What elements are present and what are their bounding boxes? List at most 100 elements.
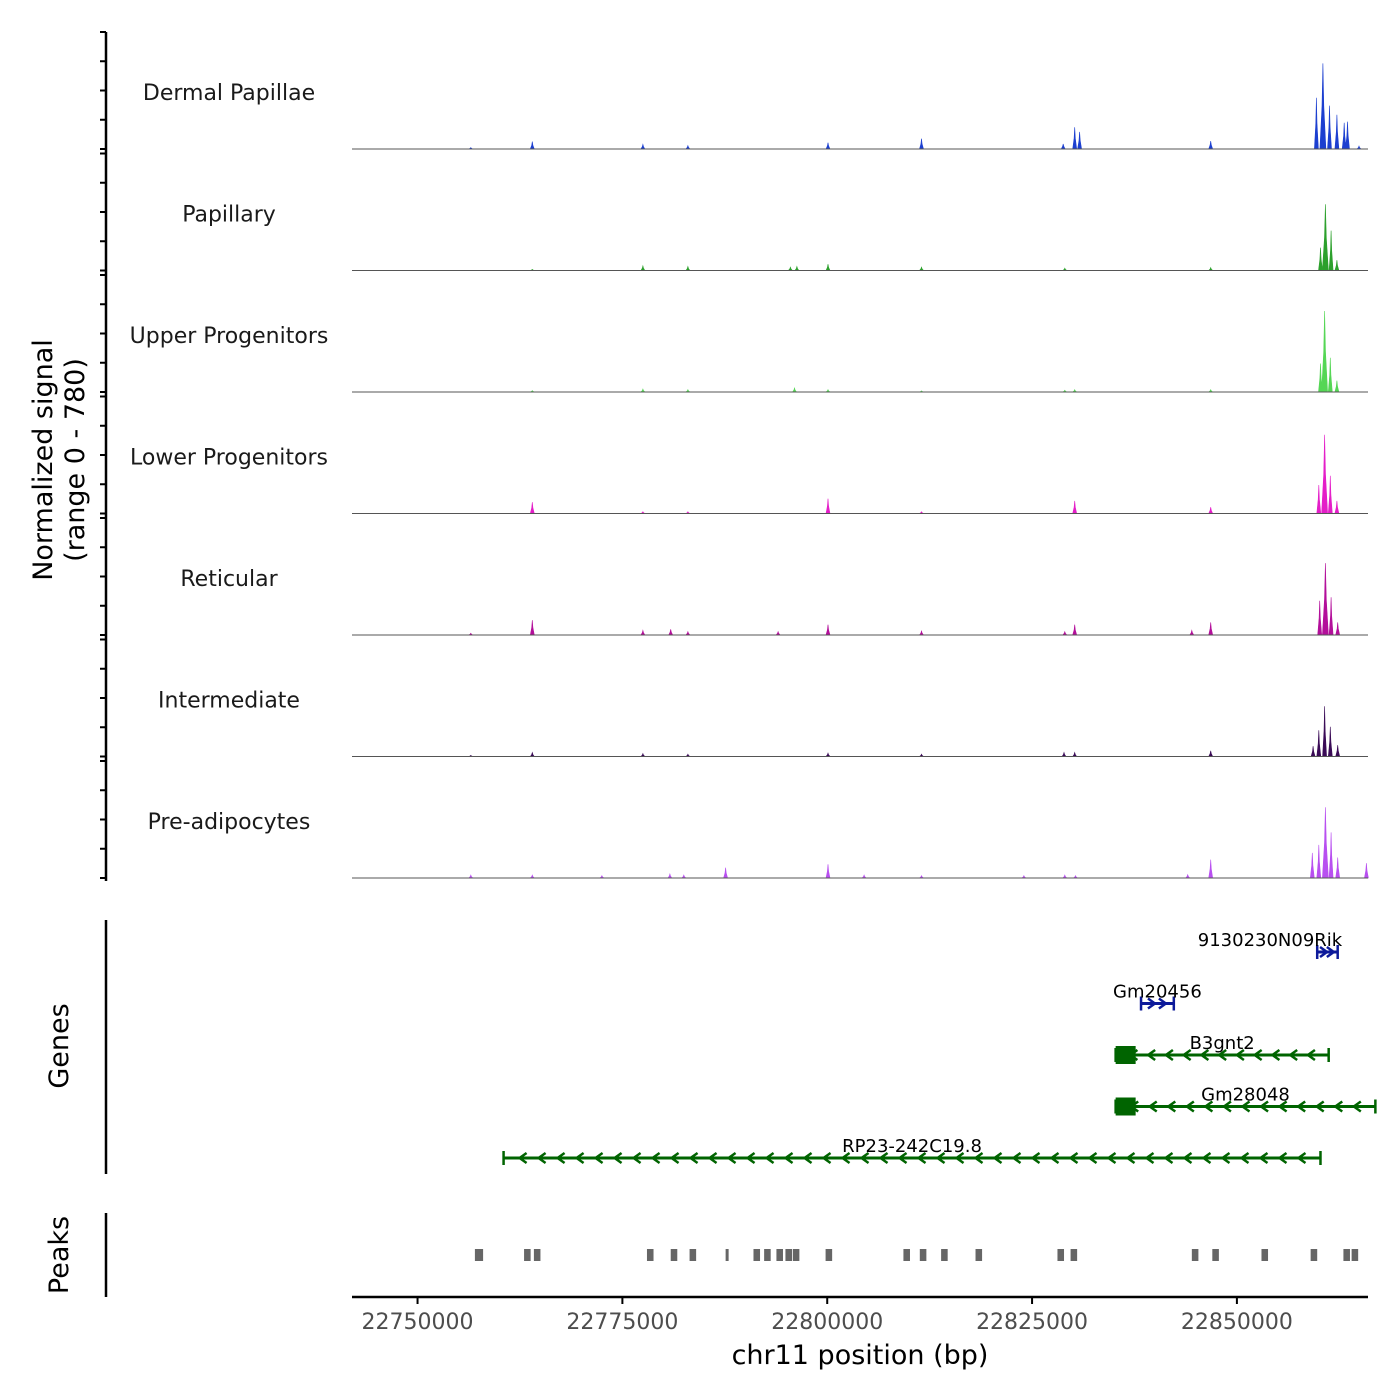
strand-arrow [897, 1151, 908, 1165]
strand-arrow [783, 1151, 794, 1165]
peak-region [533, 1249, 541, 1261]
gene-label: Gm20456 [1113, 982, 1202, 1003]
strand-arrow [1129, 1100, 1139, 1113]
peak-region [1191, 1249, 1199, 1261]
peak-region [1070, 1249, 1078, 1261]
coverage-y-ticks [100, 31, 106, 879]
peak-region [792, 1249, 800, 1261]
strand-arrow [1144, 1151, 1155, 1165]
strand-arrow [1296, 1151, 1307, 1165]
strand-arrow [1203, 1100, 1214, 1113]
peak-region [785, 1249, 792, 1261]
strand-arrow [650, 1151, 661, 1165]
exon [1115, 1097, 1136, 1116]
strand-arrow [1145, 1048, 1156, 1062]
strand-arrow [992, 1151, 1003, 1165]
track-label: Upper Progenitors [130, 324, 329, 349]
strand-arrow [1163, 1048, 1174, 1062]
gene-gm28048: Gm28048 [1114, 1085, 1377, 1116]
strand-arrow [1147, 997, 1158, 1010]
track-label: Intermediate [158, 689, 300, 714]
strand-arrow [574, 1151, 585, 1165]
strand-arrow [764, 1151, 775, 1165]
peak-region [1343, 1249, 1350, 1261]
gene-b3gnt2: B3gnt2 [1114, 1033, 1330, 1064]
gene-label: RP23-242C19.8 [842, 1136, 982, 1157]
signal-area [352, 807, 1369, 879]
strand-arrow [1277, 1100, 1288, 1113]
signal-area [352, 563, 1368, 636]
peak-region [524, 1249, 531, 1261]
strand-arrow [1199, 1048, 1210, 1062]
strand-arrow [555, 1151, 566, 1165]
gene-label: 9130230N09Rik [1198, 930, 1343, 951]
strand-arrow [1201, 1151, 1212, 1165]
gene-gm20456: Gm20456 [1113, 982, 1202, 1011]
x-tick-label: 22825000 [976, 1310, 1088, 1335]
strand-arrow [1182, 1151, 1193, 1165]
y-axis-title-line1: Normalized signal [28, 339, 59, 581]
strand-arrow [517, 1151, 528, 1165]
peak-region [725, 1249, 729, 1261]
peak-region [689, 1249, 697, 1261]
strand-arrow [726, 1151, 737, 1165]
strand-arrow [1158, 997, 1169, 1010]
gene-9130230n09rik: 9130230N09Rik [1198, 930, 1343, 959]
peak-region [1310, 1249, 1318, 1261]
strand-arrow [1351, 1100, 1362, 1113]
strand-arrow [1184, 1100, 1195, 1113]
track-reticular: Reticular [180, 563, 1368, 636]
strand-arrow [1220, 1151, 1231, 1165]
strand-arrow [1314, 1100, 1325, 1113]
peak-region [975, 1249, 983, 1261]
gene-label: B3gnt2 [1190, 1033, 1255, 1054]
strand-arrow [859, 1151, 870, 1165]
track-lower-progenitors: Lower Progenitors [130, 434, 1368, 514]
strand-arrow [1087, 1151, 1098, 1165]
strand-arrow [536, 1151, 547, 1165]
strand-arrow [1288, 1048, 1298, 1062]
strand-arrow [878, 1151, 889, 1165]
strand-arrow [1181, 1048, 1192, 1062]
strand-arrow [1147, 1100, 1158, 1113]
gene-rp23-242c19-8: RP23-242C19.8 [502, 1136, 1322, 1165]
strand-arrow [1216, 1048, 1227, 1062]
strand-arrow [1239, 1151, 1250, 1165]
x-tick-label: 22800000 [771, 1310, 883, 1335]
peak-region [753, 1249, 761, 1261]
x-tick-label: 22775000 [566, 1310, 678, 1335]
signal-area [352, 204, 1368, 271]
strand-arrow [1030, 1151, 1041, 1165]
strand-arrow [1270, 1048, 1281, 1062]
strand-arrow [1258, 1100, 1269, 1113]
track-upper-progenitors: Upper Progenitors [130, 310, 1368, 393]
peak-region [1261, 1249, 1269, 1261]
strand-arrow [1252, 1048, 1263, 1062]
x-tick-label: 22850000 [1181, 1310, 1293, 1335]
track-label: Dermal Papillae [143, 81, 315, 106]
track-pre-adipocytes: Pre-adipocytes [148, 807, 1369, 879]
peak-region [776, 1249, 783, 1261]
peak-region [941, 1249, 948, 1261]
strand-arrow [840, 1151, 851, 1165]
strand-arrow [1319, 945, 1330, 959]
peak-region [1057, 1249, 1065, 1261]
signal-area [352, 706, 1368, 757]
exon [1115, 1046, 1136, 1064]
strand-arrow [1049, 1151, 1060, 1165]
x-axis-title: chr11 position (bp) [732, 1340, 989, 1371]
signal-area [352, 434, 1368, 514]
peak-region [646, 1249, 654, 1261]
strand-arrow [688, 1151, 699, 1165]
strand-arrow [1240, 1100, 1251, 1113]
strand-arrow [1106, 1151, 1117, 1165]
strand-arrow [593, 1151, 604, 1165]
signal-area [352, 63, 1368, 150]
track-dermal-papillae: Dermal Papillae [143, 63, 1368, 150]
peak-region [764, 1249, 771, 1261]
peaks-panel-title: Peaks [44, 1216, 75, 1294]
track-label: Pre-adipocytes [148, 810, 311, 835]
x-tick-label: 22750000 [362, 1310, 474, 1335]
strand-arrow [1221, 1100, 1232, 1113]
